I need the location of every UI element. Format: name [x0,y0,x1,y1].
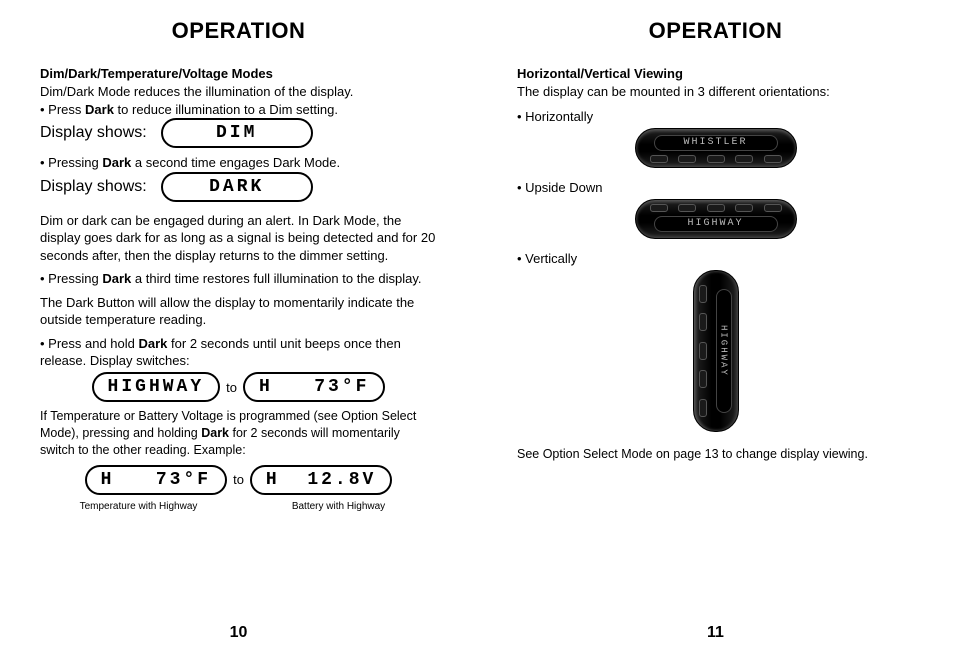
section-heading-dim-dark: Dim/Dark/Temperature/Voltage Modes [40,66,437,81]
bold-dark: Dark [139,336,168,351]
device-button-row [650,204,782,212]
lcd-dim: DIM [161,118,313,148]
bold-dark: Dark [102,155,131,170]
device-button [735,155,753,163]
bullet-press-dark-2: • Pressing Dark a second time engages Da… [40,154,437,172]
device-button [699,370,707,388]
device-button [707,155,725,163]
bold-dark: Dark [85,102,114,117]
lcd-row-temp-batt: H 73°F to H 12.8V [40,465,437,495]
text: • Press and hold [40,336,139,351]
device-illustration-vertical: HIGHWAY [693,270,739,432]
lcd-temp: H 73°F [243,372,385,402]
intro-line: Dim/Dark Mode reduces the illumination o… [40,83,437,101]
device-screen-text: HIGHWAY [654,216,778,232]
orient-horizontally: • Horizontally [517,109,914,124]
bullet-press-dark-3: • Pressing Dark a third time restores fu… [40,270,437,288]
device-screen-text: WHISTLER [654,135,778,151]
bullet-press-hold-dark: • Press and hold Dark for 2 seconds unti… [40,335,437,370]
orient-vertically: • Vertically [517,251,914,266]
caption-batt: Battery with Highway [264,501,414,512]
device-button-row [650,155,782,163]
orient-intro: The display can be mounted in 3 differen… [517,83,914,101]
device-button [650,204,668,212]
display-shows-2: Display shows: [40,178,147,196]
bullet-press-dark-1: • Press Dark to reduce illumination to a… [40,101,437,119]
orient-upside-down: • Upside Down [517,180,914,195]
device-illustration-upside-down: HIGHWAY [635,199,797,239]
to-word-2: to [233,472,244,487]
lcd-row-highway-temp: HIGHWAY to H 73°F [40,372,437,402]
text: • Press [40,102,85,117]
device-button [678,204,696,212]
manual-spread: OPERATION Dim/Dark/Temperature/Voltage M… [0,0,954,656]
bold-dark: Dark [102,271,131,286]
page-number-left: 10 [0,624,477,642]
text: a second time engages Dark Mode. [131,155,340,170]
lcd-caption-row: Temperature with Highway Battery with Hi… [40,501,437,512]
device-button [699,313,707,331]
page-title-left: OPERATION [40,18,437,44]
page-right: OPERATION Horizontal/Vertical Viewing Th… [477,0,954,656]
device-button [735,204,753,212]
to-word-1: to [226,380,237,395]
device-button [699,342,707,360]
device-button-row [699,285,707,417]
display-shows-1: Display shows: [40,124,147,142]
device-button [764,155,782,163]
lcd-dark: DARK [161,172,313,202]
lcd-battery: H 12.8V [250,465,392,495]
page-left: OPERATION Dim/Dark/Temperature/Voltage M… [0,0,477,656]
lcd-highway: HIGHWAY [92,372,221,402]
device-button [650,155,668,163]
device-button [699,285,707,303]
temp-voltage-explain: If Temperature or Battery Voltage is pro… [40,408,437,459]
device-button [678,155,696,163]
lcd-temp-2: H 73°F [85,465,227,495]
device-button [764,204,782,212]
device-illustration-horizontal: WHISTLER [635,128,797,168]
device-button [699,399,707,417]
device-screen-text: HIGHWAY [716,289,732,413]
page-title-right: OPERATION [517,18,914,44]
device-button [707,204,725,212]
section-heading-orient: Horizontal/Vertical Viewing [517,66,914,81]
text: • Pressing [40,155,102,170]
dark-mode-explain: Dim or dark can be engaged during an ale… [40,212,437,265]
see-option-select: See Option Select Mode on page 13 to cha… [517,446,914,463]
text: a third time restores full illumination … [131,271,421,286]
text: • Pressing [40,271,102,286]
text: to reduce illumination to a Dim setting. [114,102,338,117]
temp-intro: The Dark Button will allow the display t… [40,294,437,329]
bold-dark: Dark [201,426,229,440]
page-number-right: 11 [477,624,954,642]
caption-temp: Temperature with Highway [64,501,214,512]
